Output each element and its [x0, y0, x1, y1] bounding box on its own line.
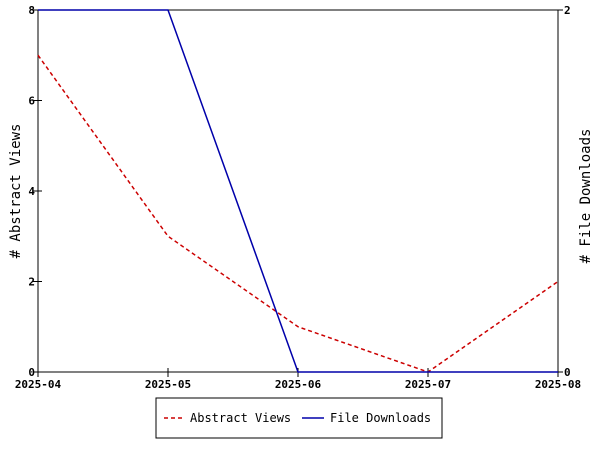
legend: Abstract Views File Downloads	[155, 397, 443, 439]
legend-label-file-downloads: File Downloads	[330, 411, 431, 425]
x-tick-label-2025-07: 2025-07	[405, 378, 451, 391]
plot-frame	[37, 9, 559, 373]
y-right-tick-label-2: 2	[564, 4, 571, 17]
y-left-tick-label-4: 4	[28, 185, 35, 198]
x-tick-label-2025-08: 2025-08	[535, 378, 581, 391]
y-axis-right-title: # File Downloads	[578, 129, 594, 264]
y-left-tick-label-6: 6	[28, 95, 35, 108]
x-tick-label-2025-04: 2025-04	[15, 378, 62, 391]
series-line-abstract-views	[37, 54, 559, 373]
legend-label-abstract-views: Abstract Views	[190, 411, 291, 425]
y-axis-left-title: # Abstract Views	[8, 124, 24, 259]
x-tick-label-2025-06: 2025-06	[275, 378, 322, 391]
x-tick-label-2025-05: 2025-05	[145, 378, 191, 391]
series-layer	[37, 9, 559, 373]
y-right-tick-label-0: 0	[564, 366, 571, 379]
y-left-tick-label-2: 2	[28, 276, 35, 289]
legend-box	[155, 397, 443, 439]
series-line-file-downloads	[38, 9, 558, 373]
y-left-tick-label-0: 0	[28, 366, 35, 379]
y-left-tick-label-8: 8	[28, 4, 35, 17]
axes-layer: 2025-04 2025-05 2025-06 2025-07 2025-0802468…	[15, 4, 581, 391]
